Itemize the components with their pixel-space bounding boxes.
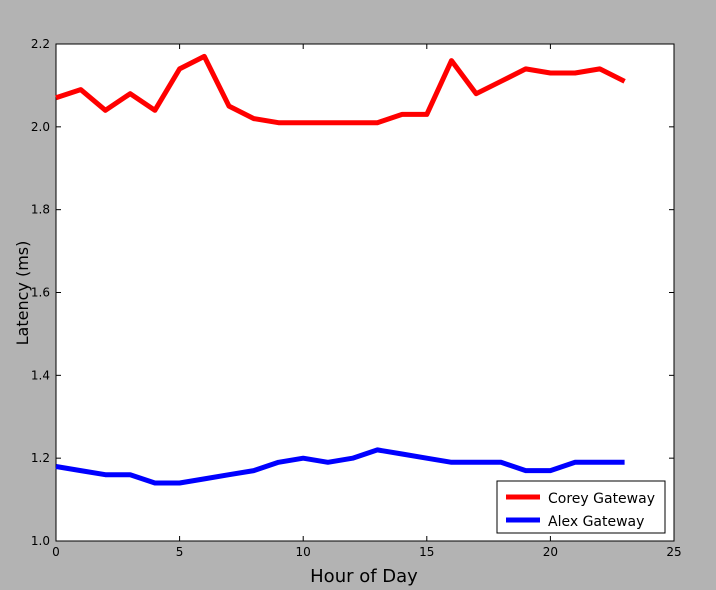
x-tick-label: 20: [543, 545, 558, 559]
y-tick-label: 2.2: [31, 37, 50, 51]
y-tick-label: 1.4: [31, 368, 50, 382]
y-axis-label: Latency (ms): [13, 241, 32, 346]
series-line-alex-gateway: [55, 447, 625, 486]
x-tick-label: 15: [419, 545, 434, 559]
x-axis-label: Hour of Day: [310, 566, 418, 587]
legend-label-alex: Alex Gateway: [548, 514, 644, 530]
y-tick-label: 2.0: [31, 120, 50, 134]
y-tick-label: 1.8: [31, 203, 50, 217]
y-tick-label: 1.6: [31, 286, 50, 300]
x-tick-label: 10: [296, 545, 311, 559]
x-tick-label: 25: [666, 545, 681, 559]
legend: Corey Gateway Alex Gateway: [496, 480, 666, 534]
x-tick-label: 0: [52, 545, 60, 559]
x-tick-label: 5: [176, 545, 184, 559]
y-tick-label: 1.0: [31, 534, 50, 548]
legend-label-corey: Corey Gateway: [548, 491, 655, 507]
plot-area: [55, 43, 675, 542]
y-tick-label: 1.2: [31, 451, 50, 465]
legend-box: [496, 480, 666, 534]
series-line-corey-gateway: [55, 53, 626, 126]
